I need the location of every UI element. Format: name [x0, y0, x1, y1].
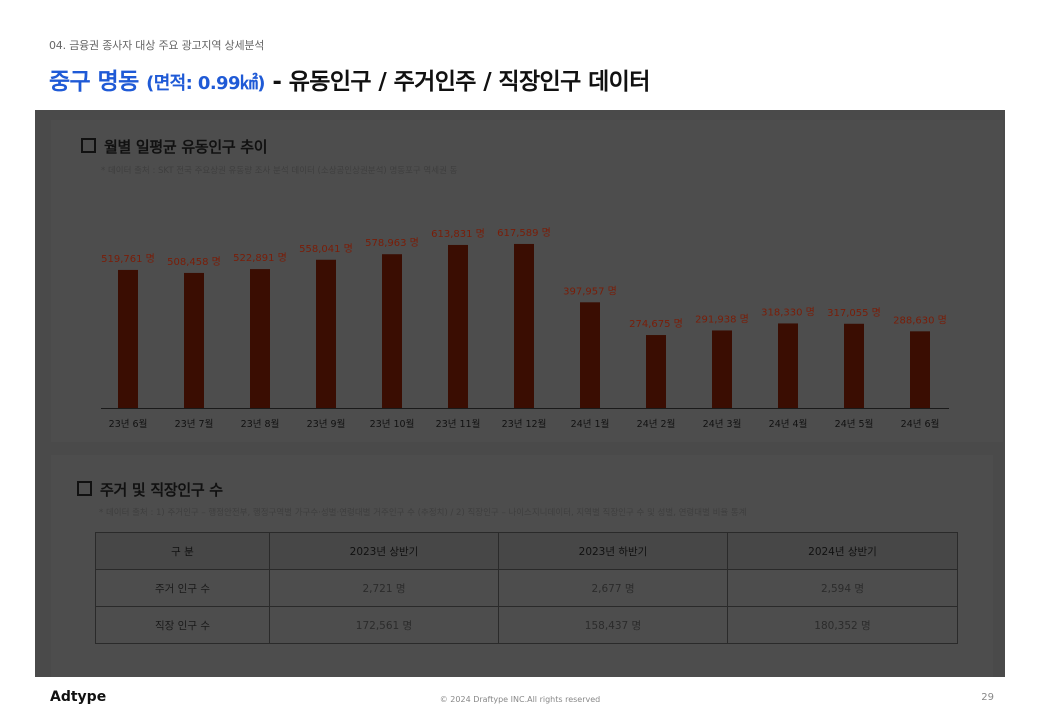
chart-value-label: 558,041 명	[299, 243, 353, 255]
breadcrumb: 04. 금융권 종사자 대상 주요 광고지역 상세분석	[49, 39, 265, 52]
chart-bar	[712, 330, 732, 408]
footer-logo: Adtype	[50, 689, 107, 705]
floating-population-chart: 519,761 명 23년 6월 508,458 명 23년 7월 522,891 명 2…	[101, 227, 949, 430]
chart-bar	[184, 272, 204, 408]
chart-value-label: 274,675 명	[629, 318, 683, 330]
residence-workplace-card: 주거 및 직장인구 수 * 데이터 출처 : 1) 주거인구 – 행정안전부, …	[51, 455, 993, 677]
chart-value-label: 519,761 명	[101, 253, 155, 265]
table-header: 2024년 상반기	[727, 532, 958, 570]
chart-bar	[382, 254, 402, 408]
chart-bar	[250, 269, 270, 408]
title-area: (면적: 0.99㎢)	[146, 73, 265, 94]
table-cell: 2,677 명	[498, 569, 728, 607]
residence-section-title-text: 주거 및 직장인구 수	[100, 481, 223, 499]
chart-value-label: 522,891 명	[233, 252, 287, 264]
page-number: 29	[981, 692, 994, 703]
table-cell: 주거 인구 수	[95, 569, 270, 607]
chart-value-label: 288,630 명	[893, 314, 947, 326]
chart-bar	[910, 331, 930, 408]
table-header: 2023년 하반기	[498, 532, 728, 570]
chart-value-label: 578,963 명	[365, 237, 419, 249]
checkbox-square-icon	[77, 481, 92, 496]
residence-section-note: * 데이터 출처 : 1) 주거인구 – 행정안전부, 행정구역별 가구수·성별…	[99, 508, 747, 518]
chart-value-label: 613,831 명	[431, 228, 485, 240]
table-cell: 158,437 명	[498, 606, 728, 644]
chart-bar	[514, 243, 534, 408]
floating-section-title: 월별 일평균 유동인구 추이	[81, 136, 268, 157]
chart-bar	[844, 323, 864, 408]
chart-category-label: 24년 3월	[703, 418, 742, 430]
chart-bar	[646, 335, 666, 408]
chart-category-label: 23년 10월	[370, 418, 415, 430]
checkbox-square-icon	[81, 138, 96, 153]
chart-category-label: 24년 1월	[571, 418, 610, 430]
chart-category-label: 23년 12월	[502, 418, 547, 430]
table-cell: 172,561 명	[269, 606, 499, 644]
chart-value-label: 291,938 명	[695, 313, 749, 325]
footer-copyright: © 2024 Draftype INC.All rights reserved	[439, 695, 601, 704]
chart-bar	[118, 269, 138, 408]
overlay-panel: 월별 일평균 유동인구 추이 * 데이터 출처 : SKT 전국 주요상권 유동…	[35, 110, 1005, 677]
title-rest: - 유동인구 / 주거인주 / 직장인구 데이터	[272, 69, 650, 95]
chart-category-label: 24년 2월	[637, 418, 676, 430]
chart-value-label: 397,957 명	[563, 285, 617, 297]
chart-category-label: 23년 11월	[436, 418, 481, 430]
chart-bar	[316, 259, 336, 408]
table-cell: 직장 인구 수	[95, 606, 270, 644]
population-table: 구 분 2023년 상반기 2023년 하반기 2024년 상반기 주거 인구 …	[95, 532, 958, 644]
chart-value-label: 318,330 명	[761, 306, 815, 318]
chart-category-label: 23년 8월	[241, 418, 280, 430]
chart-value-label: 617,589 명	[497, 227, 551, 239]
chart-bar	[580, 302, 600, 408]
table-row: 직장 인구 수 172,561 명 158,437 명 180,352 명	[95, 606, 958, 644]
chart-category-label: 24년 5월	[835, 418, 874, 430]
floating-section-note: * 데이터 출처 : SKT 전국 주요상권 유동량 조사 분석 데이터 (소상…	[101, 166, 458, 176]
chart-category-label: 23년 9월	[307, 418, 346, 430]
residence-section-title: 주거 및 직장인구 수	[77, 479, 223, 500]
chart-bar	[778, 323, 798, 408]
chart-category-label: 23년 6월	[109, 418, 148, 430]
chart-category-label: 24년 4월	[769, 418, 808, 430]
floating-section-title-text: 월별 일평균 유동인구 추이	[104, 138, 268, 156]
chart-bar	[448, 244, 468, 408]
table-header-row: 구 분 2023년 상반기 2023년 하반기 2024년 상반기	[95, 532, 958, 570]
table-cell: 180,352 명	[727, 606, 958, 644]
chart-category-label: 24년 6월	[901, 418, 940, 430]
table-header: 구 분	[95, 532, 270, 570]
title-location: 중구 명동	[49, 69, 139, 95]
table-cell: 2,721 명	[269, 569, 499, 607]
chart-value-label: 508,458 명	[167, 256, 221, 268]
floating-population-card: 월별 일평균 유동인구 추이 * 데이터 출처 : SKT 전국 주요상권 유동…	[51, 120, 1003, 442]
table-row: 주거 인구 수 2,721 명 2,677 명 2,594 명	[95, 569, 958, 607]
chart-value-label: 317,055 명	[827, 307, 881, 319]
page-title: 중구 명동 (면적: 0.99㎢) - 유동인구 / 주거인주 / 직장인구 데…	[49, 62, 650, 96]
chart-category-label: 23년 7월	[175, 418, 214, 430]
table-header: 2023년 상반기	[269, 532, 499, 570]
table-cell: 2,594 명	[727, 569, 958, 607]
